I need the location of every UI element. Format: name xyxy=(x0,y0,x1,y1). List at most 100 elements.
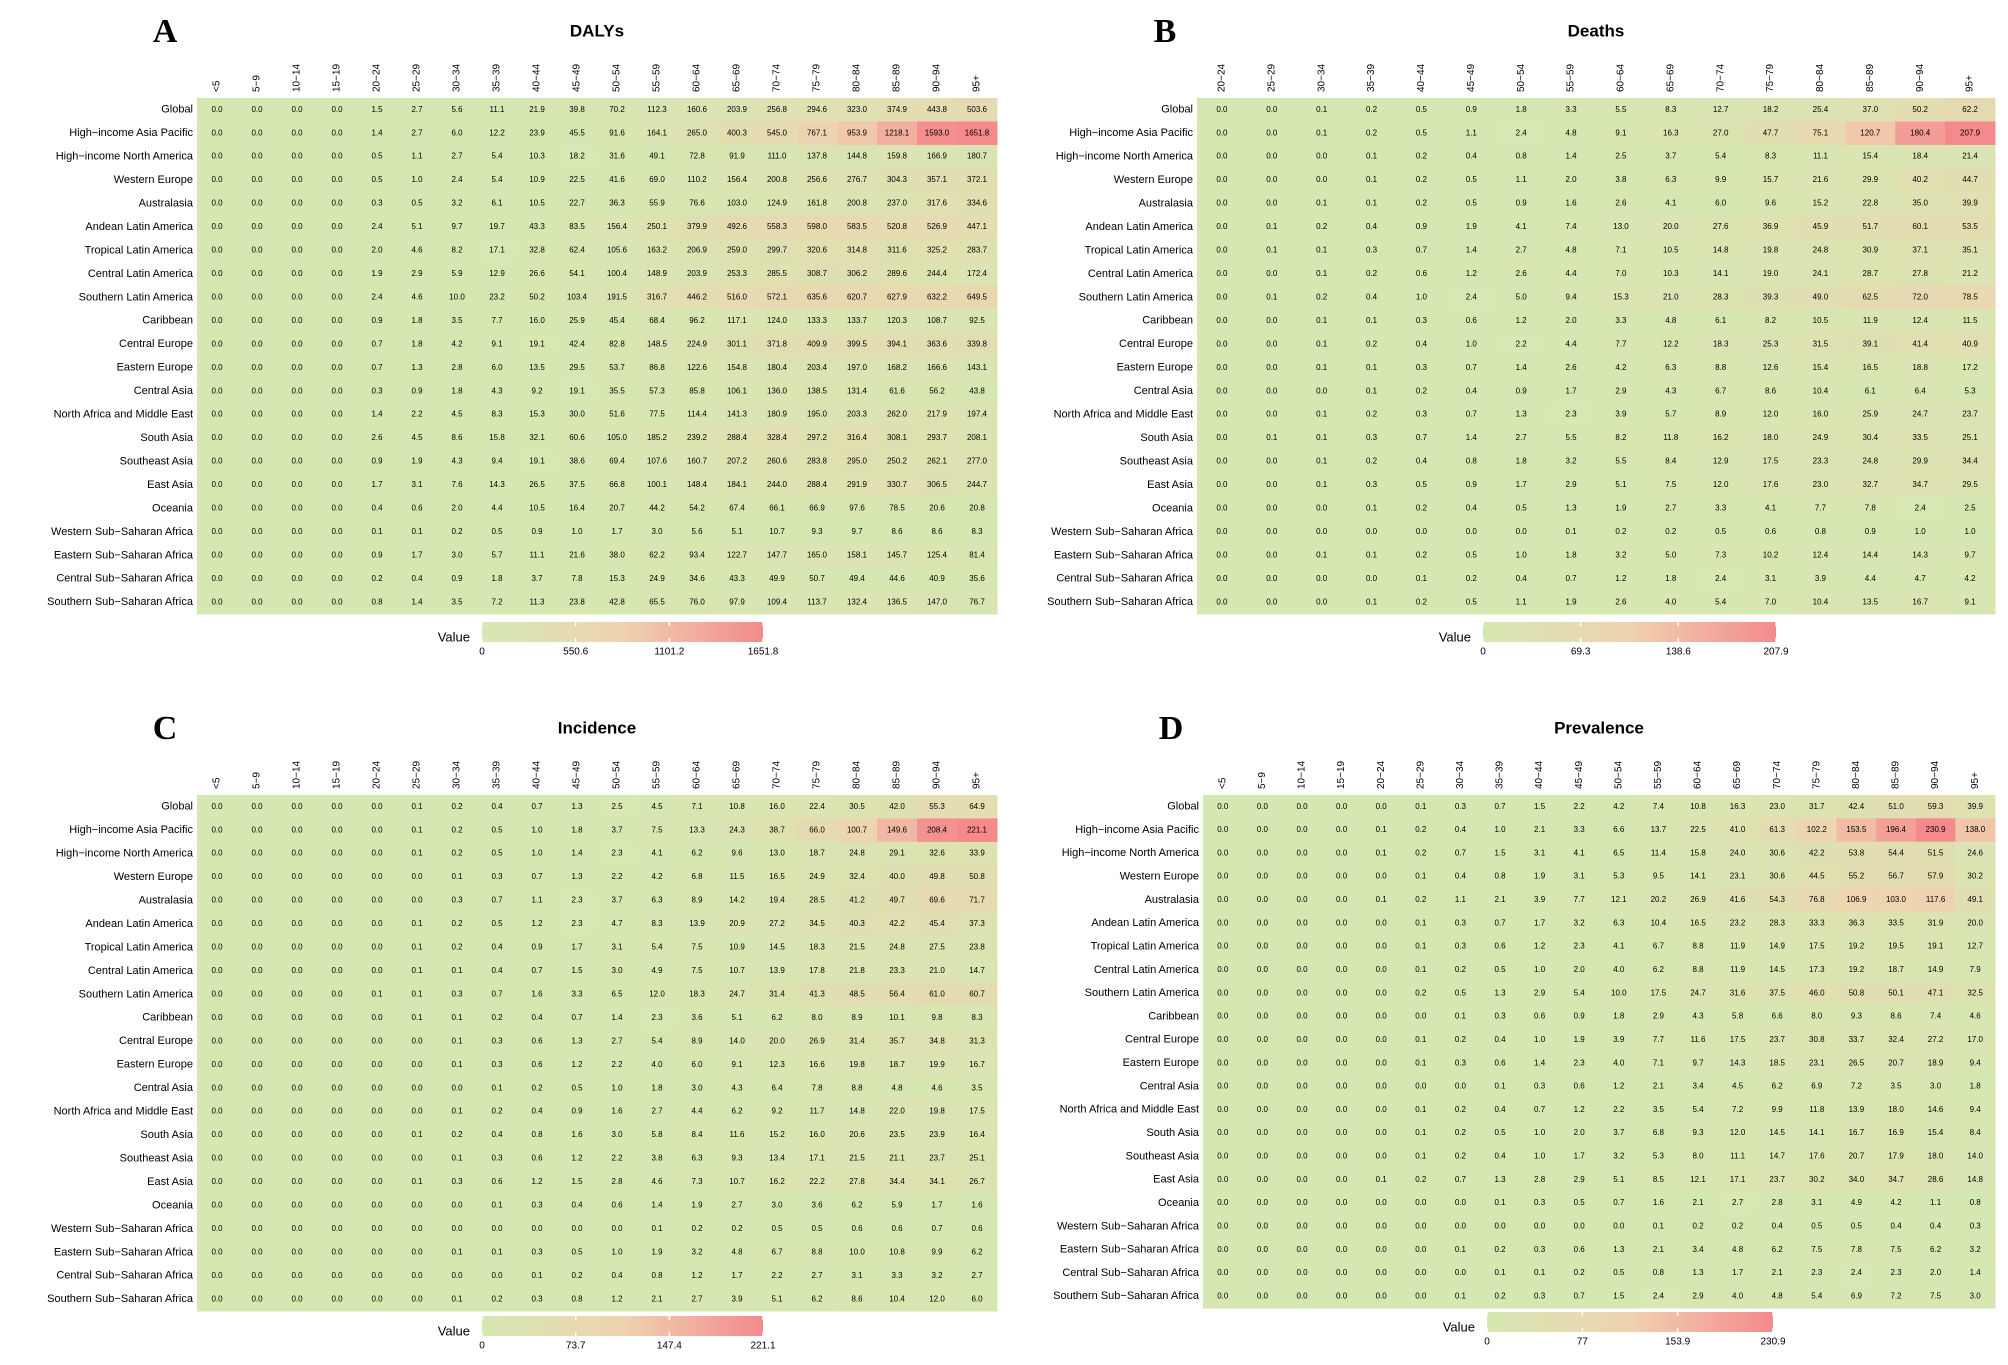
cell-label: 0.4 xyxy=(491,1130,503,1139)
cell-label: 0.0 xyxy=(291,1036,303,1045)
heat-cell xyxy=(717,144,758,169)
row-label: Central Asia xyxy=(134,385,194,397)
cell-label: 1.9 xyxy=(1534,872,1546,881)
cell-label: 0.0 xyxy=(371,1130,383,1139)
row-label: Tropical Latin America xyxy=(85,941,194,953)
heat-cell xyxy=(197,285,238,310)
cell-label: 102.2 xyxy=(1807,825,1828,834)
cell-label: 0.0 xyxy=(211,1224,223,1233)
cell-label: 31.5 xyxy=(1813,339,1829,348)
cell-label: 6.8 xyxy=(1653,1128,1665,1137)
row-label: South Asia xyxy=(140,432,193,444)
cell-label: 0.0 xyxy=(1494,1221,1506,1230)
cell-label: 0.0 xyxy=(1217,1105,1229,1114)
cell-label: 21.6 xyxy=(1813,175,1829,184)
cell-label: 41.0 xyxy=(1730,825,1746,834)
cell-label: 0.1 xyxy=(1316,316,1328,325)
cell-label: 9.2 xyxy=(531,386,543,395)
cell-label: 83.5 xyxy=(569,222,585,231)
column-label: 70−74 xyxy=(1715,63,1726,92)
cell-label: 47.7 xyxy=(1763,128,1779,137)
heat-cell xyxy=(957,238,998,263)
cell-label: 8.3 xyxy=(1665,105,1677,114)
cell-label: 22.5 xyxy=(569,175,585,184)
cell-label: 0.2 xyxy=(1416,175,1428,184)
column-label: <5 xyxy=(212,777,223,789)
cell-label: 0.0 xyxy=(411,896,423,905)
cell-label: 953.9 xyxy=(847,128,868,137)
heat-cell xyxy=(477,121,518,146)
heat-cell xyxy=(197,168,238,193)
cell-label: 28.3 xyxy=(1769,918,1785,927)
cell-label: 0.0 xyxy=(211,825,223,834)
cell-label: 14.1 xyxy=(1809,1128,1825,1137)
cell-label: 10.7 xyxy=(729,966,745,975)
cell-label: 0.2 xyxy=(1574,1268,1586,1277)
column-label: 75−79 xyxy=(812,760,823,789)
cell-label: 0.0 xyxy=(1266,269,1278,278)
column-label: 95+ xyxy=(972,772,983,789)
cell-label: 2.2 xyxy=(411,410,423,419)
cell-label: 1.5 xyxy=(1613,1291,1625,1300)
cell-label: 1.7 xyxy=(731,1271,743,1280)
cell-label: 2.6 xyxy=(1566,363,1578,372)
cell-label: 1.5 xyxy=(1534,802,1546,811)
heat-cell xyxy=(477,191,518,216)
cell-label: 19.1 xyxy=(529,339,545,348)
cell-label: 91.6 xyxy=(609,128,625,137)
heat-cell xyxy=(957,168,998,193)
cell-label: 0.0 xyxy=(371,849,383,858)
cell-label: 7.8 xyxy=(1851,1245,1863,1254)
cell-label: 0.0 xyxy=(1216,574,1228,583)
cell-label: 0.0 xyxy=(1336,965,1348,974)
column-label: 30−34 xyxy=(1455,760,1466,789)
heat-cell xyxy=(517,121,558,146)
cell-label: 0.0 xyxy=(1296,1198,1308,1207)
cell-label: 0.4 xyxy=(411,574,423,583)
cell-label: 0.0 xyxy=(1216,175,1228,184)
cell-label: 400.3 xyxy=(727,128,748,137)
cell-label: 14.3 xyxy=(489,480,505,489)
cell-label: 0.0 xyxy=(1257,1291,1269,1300)
heat-cell xyxy=(597,402,638,427)
cell-label: 1.8 xyxy=(491,574,503,583)
cell-label: 0.2 xyxy=(1316,222,1328,231)
cell-label: 203.3 xyxy=(847,410,868,419)
cell-label: 253.3 xyxy=(727,269,748,278)
heat-cell xyxy=(677,238,718,263)
column-label: 70−74 xyxy=(772,760,783,789)
cell-label: 1.8 xyxy=(1516,105,1528,114)
cell-label: 0.1 xyxy=(1455,1291,1467,1300)
cell-label: 10.5 xyxy=(1813,316,1829,325)
cell-label: 0.8 xyxy=(651,1271,663,1280)
heat-cell xyxy=(397,262,438,287)
heat-cell xyxy=(757,238,798,263)
cell-label: 0.0 xyxy=(251,943,263,952)
heat-cell xyxy=(637,379,678,404)
cell-label: 0.0 xyxy=(1296,1152,1308,1161)
cell-label: 161.8 xyxy=(807,199,828,208)
cell-label: 12.1 xyxy=(1611,895,1627,904)
cell-label: 39.3 xyxy=(1763,292,1779,301)
cell-label: 572.1 xyxy=(767,292,788,301)
cell-label: 31.6 xyxy=(1730,988,1746,997)
cell-label: 0.2 xyxy=(1665,527,1677,536)
cell-label: 25.1 xyxy=(969,1154,985,1163)
cell-label: 20.9 xyxy=(729,919,745,928)
cell-label: 0.3 xyxy=(1455,802,1467,811)
heat-cell xyxy=(517,191,558,216)
cell-label: 5.7 xyxy=(491,550,503,559)
cell-label: 0.0 xyxy=(211,480,223,489)
row-label: Central Asia xyxy=(134,1082,194,1094)
cell-label: 19.5 xyxy=(1888,942,1904,951)
cell-label: 0.0 xyxy=(1455,1268,1467,1277)
cell-label: 3.0 xyxy=(691,1083,703,1092)
row-label: East Asia xyxy=(147,479,194,491)
heat-cell xyxy=(557,168,598,193)
cell-label: 0.0 xyxy=(1336,825,1348,834)
cell-label: 37.0 xyxy=(1863,105,1879,114)
cell-label: 767.1 xyxy=(807,128,828,137)
cell-label: 24.3 xyxy=(729,825,745,834)
cell-label: 0.5 xyxy=(771,1224,783,1233)
cell-label: 4.9 xyxy=(1851,1198,1863,1207)
